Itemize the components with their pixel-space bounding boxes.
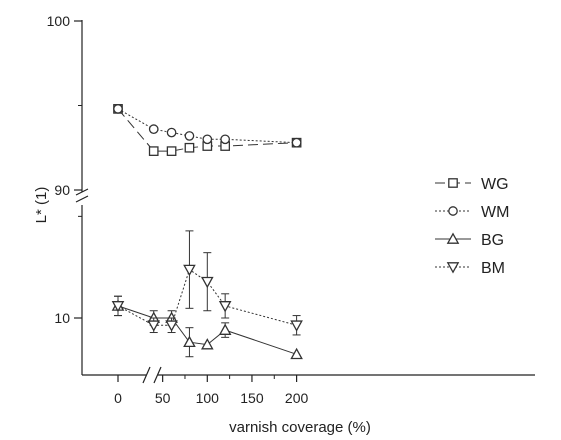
data-point-wm [166,127,177,138]
data-point-bm [218,301,232,313]
plot-area [111,104,303,360]
series-bm [111,230,303,336]
y-tick-label: 100 [47,13,71,29]
legend-label-wm: WM [481,204,509,221]
y-axis-break [75,188,89,203]
x-tick-label: 0 [114,390,122,406]
data-point-bm [290,320,303,332]
data-point-bg [218,323,232,335]
y-tick-label: 90 [54,182,70,198]
series-wg [113,104,302,156]
data-point-wg [148,146,159,156]
data-point-bm [165,320,178,332]
legend-label-wg: WG [481,176,509,193]
legend: WG WM BG BM [435,176,509,277]
y-axis-label: L* (1) [33,187,50,224]
x-tick-label: 200 [285,390,309,406]
data-point-bm [200,276,214,289]
data-point-bg [200,338,214,350]
legend-marker-wg [448,178,458,188]
data-point-wg [184,142,195,153]
y-tick-label: 10 [54,310,70,326]
data-point-wm [113,104,123,114]
data-point-wm [291,137,302,148]
data-point-bg [183,335,196,348]
x-tick-label: 50 [155,390,171,406]
data-point-wm [148,124,159,135]
legend-marker-bg [446,232,460,244]
x-tick-label: 100 [196,390,220,406]
legend-item-bg: BG [435,232,504,249]
data-point-wm [220,134,231,145]
data-point-bm [111,301,125,313]
x-axis-break [142,366,162,384]
legend-item-wm: WM [435,204,509,221]
legend-marker-wm [448,206,458,216]
data-point-wm [202,134,213,145]
data-point-bg [290,347,303,360]
legend-marker-bm [446,262,460,274]
x-axis-label: varnish coverage (%) [229,419,371,436]
legend-item-wg: WG [435,176,509,193]
legend-item-bm: BM [435,260,505,277]
legend-label-bg: BG [481,232,504,249]
data-point-bm [147,320,161,332]
x-tick-label: 150 [240,390,264,406]
legend-label-bm: BM [481,260,505,277]
series-wm [113,104,302,148]
data-point-wm [184,131,195,141]
data-point-bm [183,264,196,277]
data-point-wg [166,146,177,156]
